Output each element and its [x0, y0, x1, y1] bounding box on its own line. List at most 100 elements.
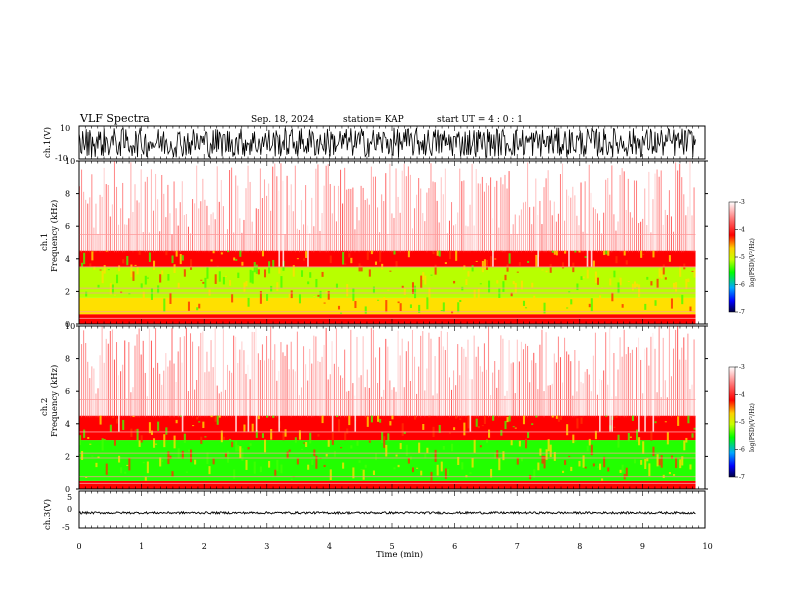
spectrogram-mottle: [249, 269, 252, 283]
spectrogram-streak: [146, 396, 148, 418]
spectrogram-mottle: [113, 294, 116, 296]
spectrogram-mottle: [313, 295, 316, 297]
spectrogram-impulse: [255, 326, 258, 432]
spectrogram-streak: [216, 166, 218, 253]
spectrogram-streak: [578, 360, 580, 418]
spectrogram-mottle: [337, 419, 341, 432]
spectrogram-mottle: [81, 451, 84, 461]
ch1-ytick-label: 2: [65, 287, 70, 296]
spectrogram-mottle: [529, 304, 532, 306]
spectrogram-streak: [461, 346, 463, 418]
spectrogram-mottle: [231, 294, 234, 303]
spectrogram-mottle: [516, 457, 519, 465]
spectrogram-streak: [387, 234, 389, 253]
spectrogram-streak: [134, 184, 136, 253]
spectrogram-streak: [383, 201, 385, 253]
spectrogram-streak: [83, 330, 85, 418]
spectrogram-streak: [95, 393, 97, 418]
spectrogram-streak: [584, 371, 586, 418]
spectrogram-mottle: [263, 439, 267, 453]
spectrogram-streak: [393, 387, 395, 418]
spectrogram-mottle: [613, 270, 616, 278]
spectrogram-mottle: [414, 415, 417, 420]
spectrogram-mottle: [654, 421, 657, 424]
spectrogram-streak: [189, 333, 192, 418]
spectrogram-streak: [668, 326, 670, 418]
spectrogram-streak: [346, 391, 348, 418]
spectrogram-streak: [303, 346, 305, 418]
spectrogram-streak: [578, 225, 580, 253]
spectrogram-mottle: [247, 447, 250, 450]
spectrogram-mottle: [274, 297, 277, 300]
spectrogram-streak: [467, 226, 469, 253]
spectrogram-streak: [335, 328, 337, 418]
spectrogram-mottle: [204, 277, 207, 289]
spectrogram-mottle: [132, 271, 135, 281]
spectrogram-streak: [173, 363, 175, 418]
spectrogram-impulse: [278, 161, 281, 267]
spectrogram-streak: [210, 340, 212, 418]
spectrogram-mottle: [189, 259, 193, 270]
spectrogram-mottle: [294, 300, 297, 308]
spectrogram-streak: [446, 233, 448, 253]
spectrogram-streak: [424, 390, 426, 418]
spectrogram-mottle: [305, 251, 308, 258]
spectrogram-mottle: [675, 457, 678, 468]
ch3-waveform-frame: [78, 490, 706, 529]
spectrogram-streak: [337, 185, 340, 253]
spectrogram-mottle: [633, 459, 637, 464]
spectrogram-streak: [368, 387, 370, 418]
spectrogram-streak: [381, 194, 383, 253]
spectrogram-mottle: [142, 291, 145, 304]
spectrogram-mottle: [502, 281, 505, 292]
spectrogram-streak: [229, 370, 231, 418]
spectrogram-streak: [463, 348, 465, 418]
spectrogram-streak: [146, 176, 148, 253]
spectrogram-streak: [237, 185, 239, 253]
spectrogram-streak: [675, 329, 677, 418]
spectrogram-mottle: [607, 467, 610, 472]
spectrogram-streak: [268, 183, 270, 253]
spectrogram-mottle: [284, 429, 287, 437]
spectrogram-empty-tail: [695, 326, 705, 489]
spectrogram-impulse: [609, 326, 611, 432]
spectrogram-streak: [358, 220, 360, 253]
spectrogram-streak: [543, 187, 545, 253]
spectrogram-mottle: [644, 458, 647, 469]
spectrogram-streak: [124, 224, 126, 253]
spectrogram-mottle: [337, 305, 341, 310]
spectrogram-mottle: [300, 270, 304, 277]
spectrogram-streak: [496, 180, 498, 253]
spectrogram-streak: [368, 204, 370, 253]
spectrogram-streak: [342, 377, 344, 418]
spectrogram-mottle: [83, 252, 86, 265]
spectrogram-streak: [438, 222, 440, 253]
spectrogram-mottle: [586, 445, 589, 452]
spectrogram-mottle: [504, 274, 507, 281]
spectrogram-mottle: [163, 298, 166, 312]
spectrogram-mottle: [424, 453, 427, 459]
spectrogram-streak: [377, 207, 379, 253]
spectrogram-streak: [648, 171, 650, 253]
ch3-waveform-ylabel: ch.3(V): [42, 499, 53, 530]
spectrogram-streak: [194, 203, 196, 253]
spectrogram-streak: [570, 361, 572, 418]
spectrogram-streak: [224, 233, 226, 253]
spectrogram-streak: [430, 338, 432, 418]
spectrogram-mottle: [303, 258, 306, 261]
spectrogram-streak: [418, 178, 420, 253]
spectrogram-streak: [508, 340, 510, 418]
spectrogram-mottle: [648, 463, 651, 477]
spectrogram-streak: [473, 225, 475, 253]
spectrogram-mottle: [576, 418, 579, 429]
spectrogram-streak: [259, 360, 261, 418]
spectrogram-streak: [348, 188, 350, 253]
spectrogram-mottle: [360, 468, 363, 470]
spectrogram-streak: [566, 351, 568, 418]
spectrogram-streak: [621, 356, 623, 418]
spectrogram-mottle: [601, 478, 604, 481]
spectrogram-streak: [687, 206, 689, 253]
spectrogram-streak: [95, 203, 97, 253]
spectrogram-streak: [183, 215, 185, 253]
spectrogram-mottle: [675, 282, 678, 292]
